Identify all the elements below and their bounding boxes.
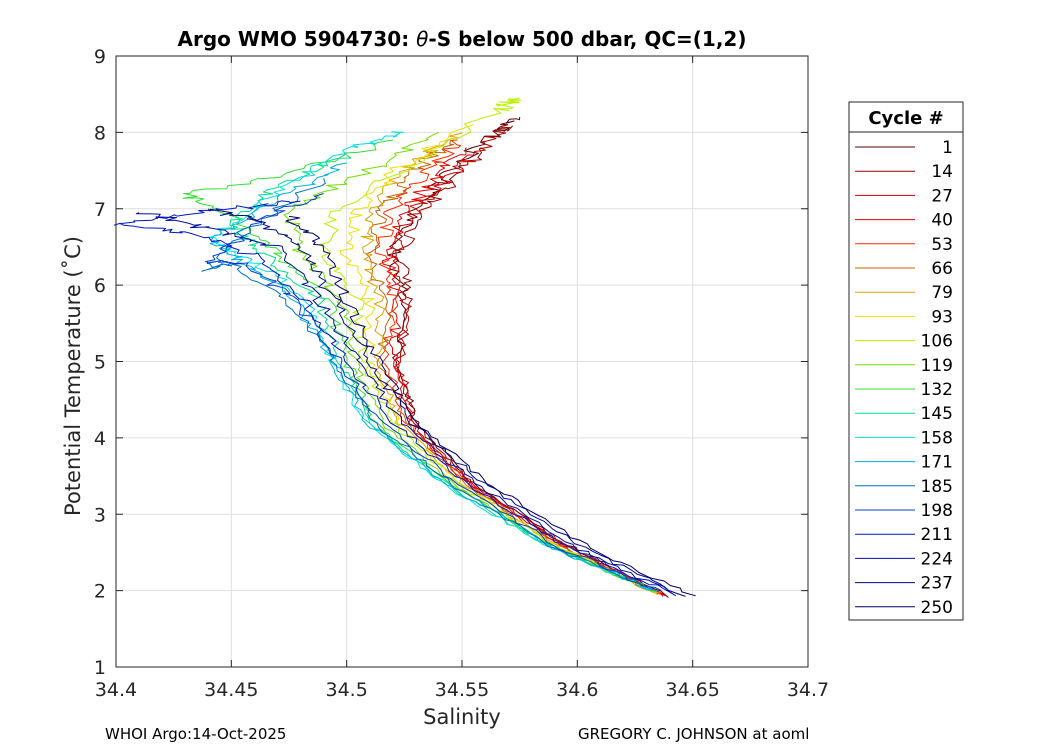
legend-label: 14 (931, 162, 953, 182)
title-prefix: Argo WMO 5904730: (178, 27, 417, 51)
legend-box (848, 101, 964, 621)
legend-label: 79 (931, 283, 953, 303)
x-tick-label: 34.7 (787, 679, 829, 701)
y-tick-label: 4 (94, 428, 106, 450)
legend-label: 224 (921, 549, 953, 569)
series-line (365, 139, 658, 595)
y-tick-label: 1 (94, 657, 106, 679)
legend-label: 132 (921, 380, 953, 400)
legend-label: 40 (931, 211, 953, 231)
series-line (207, 208, 686, 597)
legend-label: 237 (921, 574, 953, 594)
legend-label: 185 (921, 477, 953, 497)
legend-label: 145 (921, 404, 953, 424)
legend-label: 93 (931, 307, 953, 327)
legend-label: 27 (931, 186, 953, 206)
y-tick-label: 5 (94, 352, 106, 374)
y-tick-label: 7 (94, 199, 106, 221)
x-tick-label: 34.55 (435, 679, 489, 701)
footer-left: WHOI Argo:14-Oct-2025 (105, 725, 287, 743)
series-group (113, 97, 696, 598)
legend-label: 119 (921, 356, 953, 376)
legend-label: 198 (921, 501, 953, 521)
series-line (285, 215, 696, 597)
series-line (318, 97, 658, 593)
series-line (205, 193, 662, 591)
series-line (201, 178, 658, 592)
legend-label: 158 (921, 428, 953, 448)
series-line (283, 131, 656, 592)
series-line (182, 139, 656, 592)
series-line (135, 212, 677, 597)
y-axis-label: Potential Temperature (˚C) (61, 236, 85, 516)
legend-label: 106 (921, 332, 953, 352)
x-tick-label: 34.5 (326, 679, 368, 701)
series-line (208, 131, 652, 590)
footer-right: GREGORY C. JOHNSON at aoml (578, 725, 810, 743)
legend: Cycle # 1 14 27 40 53 66 79 93 106 119 132 145 158 17… (848, 101, 964, 621)
legend-items: 1 14 27 40 53 66 79 93 106 119 132 145 158 171 185 198 2… (855, 138, 953, 618)
series-line (394, 124, 668, 597)
y-tick-label: 9 (94, 46, 106, 68)
title-theta: θ (416, 27, 428, 51)
series-line (209, 162, 655, 591)
series-line (360, 132, 661, 594)
legend-label: 211 (921, 525, 953, 545)
legend-label: 250 (921, 598, 953, 618)
x-tick-label: 34.6 (556, 679, 598, 701)
x-tick-label: 34.65 (665, 679, 719, 701)
y-tick-label: 2 (94, 581, 106, 603)
x-tick-label: 34.45 (204, 679, 258, 701)
y-tick-label: 8 (94, 122, 106, 144)
x-axis-label: Salinity (423, 705, 501, 729)
legend-label: 171 (921, 453, 953, 473)
series-line (113, 200, 673, 594)
legend-label: 66 (931, 259, 953, 279)
chart-title: Argo WMO 5904730: θ-S below 500 dbar, QC… (178, 27, 747, 51)
y-tick-label: 3 (94, 504, 106, 526)
x-axis-ticks: 34.4 34.45 34.5 34.55 34.6 34.65 34.7 (95, 56, 829, 701)
series-line (374, 139, 662, 595)
y-tick-label: 6 (94, 275, 106, 297)
legend-label: 53 (931, 235, 953, 255)
title-suffix: -S below 500 dbar, QC=(1,2) (428, 27, 746, 51)
x-tick-label: 34.4 (95, 679, 137, 701)
y-axis-ticks: 1 2 3 4 5 6 7 8 9 (94, 46, 808, 679)
legend-label: 1 (942, 138, 953, 158)
legend-title: Cycle # (868, 108, 943, 129)
